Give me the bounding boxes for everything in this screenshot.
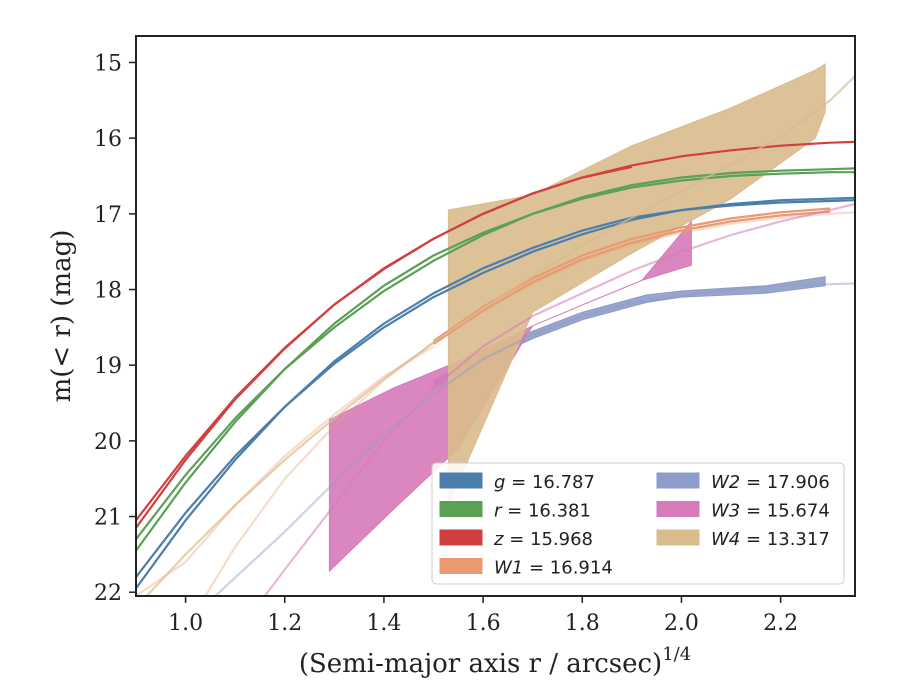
legend: g = 16.787 r = 16.381 z = 15.968 W1 = 16.91…	[431, 462, 845, 585]
line-layer	[136, 75, 855, 596]
series-line-3-3	[136, 345, 435, 596]
legend-label-3: W1 = 16.914	[494, 558, 613, 579]
x-tick-label: 1.6	[466, 611, 501, 636]
y-tick-label: 22	[94, 581, 122, 606]
series-line-0-0	[136, 199, 855, 590]
band-layer	[328, 63, 826, 573]
y-tick-label: 20	[94, 430, 122, 455]
legend-swatch-5	[656, 501, 700, 517]
y-tick-label: 15	[94, 51, 122, 76]
series-line-5-0	[264, 202, 855, 596]
legend-swatch-3	[439, 558, 483, 574]
series-line-1-1	[136, 167, 855, 540]
legend-label-0: g = 16.787	[494, 472, 595, 493]
legend-label-1: r = 16.381	[494, 501, 591, 522]
legend-swatch-2	[439, 529, 483, 546]
x-tick-label: 1.4	[366, 611, 401, 636]
x-tick-label: 1.0	[168, 611, 203, 636]
y-tick-label: 16	[94, 127, 122, 152]
x-axis-label: (Semi-major axis r / arcsec)1/4	[299, 644, 691, 679]
series-line-0-1	[136, 196, 855, 578]
legend-label-5: W3 = 15.674	[711, 501, 830, 522]
x-tick-label: 2.2	[763, 611, 798, 636]
series-line-6-0	[145, 75, 855, 596]
legend-label-6: W4 = 13.317	[711, 529, 830, 550]
series-line-3-2	[432, 210, 831, 345]
legend-box	[431, 462, 845, 585]
x-axis: 1.0 1.2 1.4 1.6 1.8 2.0 2.2	[168, 596, 798, 636]
x-tick-label: 1.8	[565, 611, 600, 636]
y-tick-label: 18	[94, 279, 122, 304]
legend-label-4: W2 = 17.906	[711, 472, 830, 493]
x-tick-label: 2.0	[664, 611, 699, 636]
x-tick-label: 1.2	[267, 611, 302, 636]
y-tick-label: 21	[94, 506, 122, 531]
series-line-2-1	[136, 165, 633, 521]
plot-frame	[135, 35, 856, 597]
y-tick-label: 17	[94, 203, 122, 228]
legend-swatch-6	[656, 529, 700, 546]
series-line-4-0	[214, 282, 855, 596]
series-line-3-0	[204, 211, 855, 596]
y-axis-label: m(< r) (mag)	[47, 230, 77, 403]
legend-swatch-1	[439, 501, 483, 517]
legend-label-2: z = 15.968	[493, 529, 593, 550]
legend-swatch-0	[439, 472, 483, 489]
legend-swatch-4	[656, 472, 700, 489]
y-axis: 15 16 17 18 19 20 21 22	[94, 51, 136, 606]
y-tick-label: 19	[94, 354, 122, 379]
series-band-6	[447, 63, 826, 506]
